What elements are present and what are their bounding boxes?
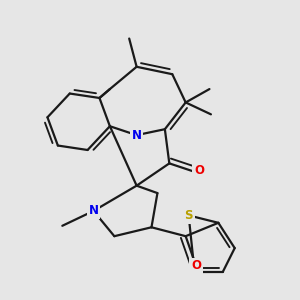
Text: S: S <box>184 209 193 222</box>
Text: N: N <box>88 204 98 218</box>
Text: N: N <box>132 129 142 142</box>
Text: O: O <box>194 164 204 177</box>
Text: O: O <box>191 260 201 272</box>
